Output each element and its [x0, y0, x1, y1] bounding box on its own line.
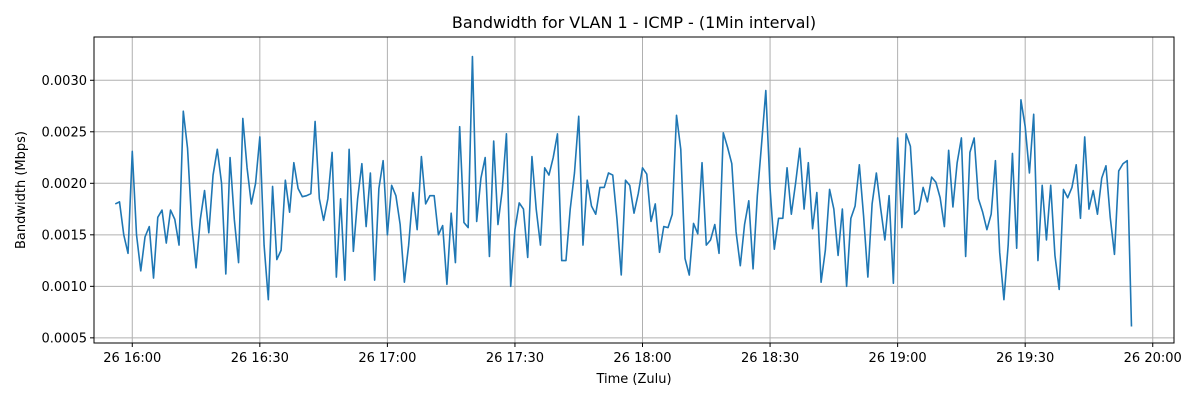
series-layer [114, 55, 1133, 327]
x-tick-label: 26 19:30 [996, 351, 1054, 366]
x-axis-label: Time (Zulu) [595, 372, 671, 387]
x-tick-label: 26 17:30 [486, 351, 544, 366]
chart-title: Bandwidth for VLAN 1 - ICMP - (1Min inte… [452, 13, 816, 32]
y-axis-label: Bandwidth (Mbps) [14, 131, 29, 249]
axis-ticks: 26 16:00 26 16:30 26 17:00 26 17:30 26 18:00… [42, 74, 1182, 366]
x-tick-label: 26 17:00 [358, 351, 416, 366]
x-tick-label: 26 18:00 [613, 351, 671, 366]
y-tick-label: 0.0025 [42, 125, 88, 140]
y-tick-label: 0.0005 [42, 331, 88, 346]
x-tick-label: 26 16:30 [231, 351, 289, 366]
y-tick-label: 0.0030 [42, 74, 88, 89]
x-tick-label: 26 19:00 [869, 351, 927, 366]
y-tick-label: 0.0015 [42, 228, 88, 243]
grid [94, 37, 1174, 343]
y-tick-label: 0.0020 [42, 177, 88, 192]
series-line-0 [114, 55, 1133, 327]
x-tick-label: 26 20:00 [1124, 351, 1182, 366]
plot-area-frame [93, 36, 1175, 344]
x-tick-label: 26 18:30 [741, 351, 799, 366]
x-tick-label: 26 16:00 [103, 351, 161, 366]
y-tick-label: 0.0010 [42, 280, 88, 295]
